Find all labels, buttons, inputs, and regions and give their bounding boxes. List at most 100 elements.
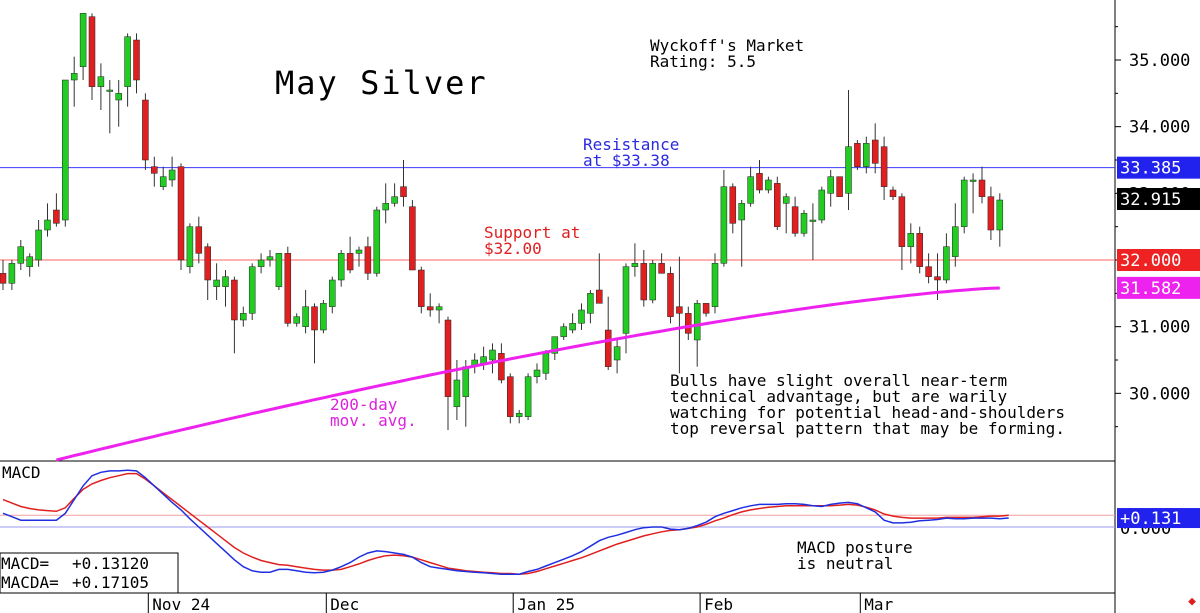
candle-up (35, 229, 42, 261)
y-tick-label: 30.000 (1129, 384, 1190, 404)
candle-down (133, 39, 140, 81)
candle-up (587, 293, 594, 314)
candle-up (533, 369, 541, 377)
commentary-line: top reversal pattern that may be forming… (670, 419, 1065, 438)
candle-up (809, 219, 817, 222)
candle-up (693, 303, 701, 341)
candle-down (889, 189, 897, 197)
candle-down (284, 253, 292, 324)
commentary-line: technical advantage, but are warily (670, 387, 1008, 406)
candle-down (729, 186, 737, 224)
candle-down (916, 233, 923, 267)
candle-up (622, 266, 630, 334)
candle-up (524, 376, 532, 417)
candle-up (578, 309, 585, 324)
support-label-1: Support at (484, 223, 580, 242)
candle-down (667, 273, 674, 317)
candle-down (231, 279, 238, 321)
macd-title: MACD (2, 463, 41, 482)
candle-up (70, 73, 78, 81)
candle-up (453, 379, 461, 407)
candle-down (418, 269, 425, 307)
candle-down (987, 196, 995, 231)
last-price-tag-bg (1117, 188, 1200, 210)
candle-up (960, 179, 968, 227)
candle-up (302, 306, 309, 327)
macd-note-2: is neutral (797, 554, 893, 573)
candle-down (640, 263, 648, 301)
candle-up (186, 226, 194, 267)
candle-up (560, 326, 567, 337)
candle-up (329, 279, 336, 307)
candle-down (871, 139, 879, 164)
candle-up (106, 89, 114, 92)
rating-line-1: Wyckoff's Market (650, 36, 804, 55)
candle-up (257, 259, 265, 267)
candle-up (845, 146, 852, 194)
candle-up (373, 209, 381, 274)
candle-down (898, 196, 906, 247)
candle-up (240, 313, 247, 321)
candle-down (604, 329, 612, 367)
chart-title: May Silver (275, 64, 488, 102)
candle-down (676, 306, 683, 314)
macd-readout-box (0, 552, 179, 594)
candle-down (596, 289, 603, 304)
y-tick-label: 31.000 (1129, 318, 1190, 338)
candle-up (800, 213, 808, 234)
candle-up (293, 316, 300, 324)
candle-up (863, 143, 870, 167)
candle-up (115, 93, 122, 101)
candle-up (222, 276, 229, 287)
candle-down (498, 353, 505, 381)
candle-down (836, 176, 843, 197)
candle-up (213, 279, 220, 287)
candle-up (489, 349, 496, 361)
corner-arrow-icon: ◆ (1188, 594, 1196, 609)
candle-up (747, 176, 754, 204)
x-tick-label: Jan 25 (517, 595, 575, 613)
candle-up (827, 176, 834, 194)
candle-up (551, 336, 559, 354)
candle-up (159, 176, 167, 187)
candle-up (996, 199, 1004, 231)
macd-readout-value: +0.13120 (72, 554, 149, 573)
candle-down (702, 303, 710, 314)
moving-average-series (56, 286, 1000, 462)
candle-down (426, 306, 434, 311)
support-label-2: $32.00 (484, 239, 542, 258)
candle-down (774, 183, 781, 227)
candle-down (854, 143, 861, 167)
candle-down (142, 99, 149, 161)
last-price-tag: 32.915 (1120, 190, 1181, 210)
candle-down (925, 266, 932, 277)
candle-up (275, 253, 283, 287)
candle-up (8, 263, 16, 284)
resistance-label-2: at $33.38 (583, 151, 670, 170)
x-tick-label: Feb (704, 595, 733, 613)
candle-down (409, 206, 416, 271)
macd-readout-label: MACD= (1, 554, 49, 573)
resistance-tag: 33.385 (1120, 159, 1181, 179)
candle-up (569, 323, 576, 331)
macda-readout-label: MACDA= (1, 573, 59, 592)
candle-up (542, 353, 550, 374)
candle-down (658, 263, 665, 274)
macd-tag-bg (1117, 508, 1200, 529)
candle-up (391, 196, 398, 204)
candle-up (711, 263, 719, 307)
ma-label-2: mov. avg. (330, 411, 417, 430)
candle-up (26, 256, 33, 267)
candle-up (631, 263, 639, 267)
candle-up (952, 226, 959, 257)
candle-down (151, 166, 158, 174)
candle-up (382, 203, 389, 211)
candle-up (462, 366, 470, 397)
candle-down (311, 306, 318, 331)
candle-up (907, 233, 915, 247)
candle-down (0, 273, 7, 284)
ma-200-line (56, 286, 1000, 462)
candle-up (613, 346, 621, 361)
candle-up (124, 36, 131, 87)
candle-down (934, 276, 941, 281)
